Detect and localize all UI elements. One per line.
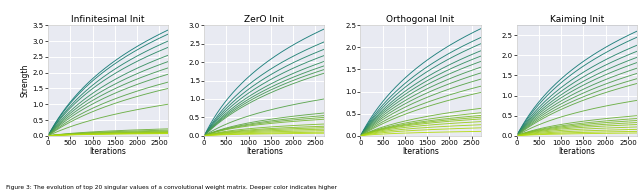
X-axis label: Iterations: Iterations xyxy=(402,147,439,156)
Title: ZerO Init: ZerO Init xyxy=(244,16,284,24)
X-axis label: Iterations: Iterations xyxy=(558,147,595,156)
Y-axis label: Strength: Strength xyxy=(21,64,30,97)
Text: Figure 3: The evolution of top 20 singular values of a convolutional weight matr: Figure 3: The evolution of top 20 singul… xyxy=(6,185,337,190)
Title: Infinitesimal Init: Infinitesimal Init xyxy=(71,16,145,24)
Title: Orthogonal Init: Orthogonal Init xyxy=(387,16,454,24)
Title: Kaiming Init: Kaiming Init xyxy=(550,16,604,24)
X-axis label: Iterations: Iterations xyxy=(90,147,127,156)
X-axis label: Iterations: Iterations xyxy=(246,147,283,156)
